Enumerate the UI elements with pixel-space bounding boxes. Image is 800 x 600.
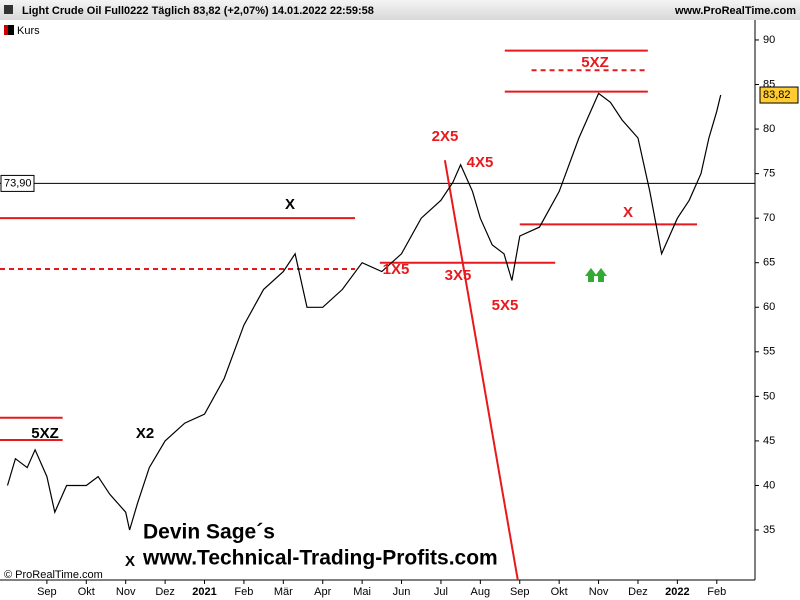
y-tick-label: 75	[763, 168, 775, 180]
y-tick-label: 60	[763, 301, 775, 313]
annotation: 4X5	[467, 154, 494, 171]
green-arrow	[595, 268, 607, 282]
x-tick-label: Feb	[707, 586, 726, 598]
x-tick-label: Nov	[589, 586, 609, 598]
annotation: 5XZ	[581, 54, 609, 71]
x-tick-label: Mär	[274, 586, 293, 598]
copyright: © ProRealTime.com	[4, 569, 103, 581]
x-tick-label: Apr	[314, 586, 331, 598]
last-price-label: 83,82	[763, 89, 791, 101]
watermark: www.Technical-Trading-Profits.com	[142, 547, 498, 570]
source: www.ProRealTime.com	[674, 5, 796, 17]
x-tick-label: Jun	[393, 586, 411, 598]
y-tick-label: 45	[763, 435, 775, 447]
annotation: 1X5	[383, 261, 410, 278]
x-tick-label: Okt	[78, 586, 95, 598]
x-tick-label: Feb	[234, 586, 253, 598]
last-price-box	[759, 86, 799, 104]
price-line	[6, 92, 722, 531]
annotation: X	[623, 204, 633, 221]
annotation: X	[285, 196, 295, 213]
y-tick-label: 65	[763, 257, 775, 269]
legend-swatch	[4, 25, 14, 35]
chart-title: Light Crude Oil Full0222 Täglich 83,82 (…	[22, 5, 374, 17]
trend-line	[443, 160, 519, 581]
x-tick-label: Okt	[551, 586, 568, 598]
x-tick-label: Dez	[155, 586, 175, 598]
green-arrow	[585, 268, 597, 282]
x-tick-label: Mai	[353, 586, 371, 598]
y-tick-label: 50	[763, 390, 775, 402]
annotation: 5XZ	[31, 425, 59, 442]
reference-label: 73,90	[4, 177, 32, 189]
x-tick-label: 2021	[192, 586, 216, 598]
x-tick-label: Sep	[37, 586, 57, 598]
legend-label: Kurs	[17, 25, 40, 37]
y-tick-label: 70	[763, 212, 775, 224]
y-tick-label: 40	[763, 479, 775, 491]
annotation: 5X5	[492, 297, 519, 314]
x-tick-label: Aug	[471, 586, 491, 598]
x-tick-label: 2022	[665, 586, 689, 598]
y-tick-label: 80	[763, 123, 775, 135]
header-bar	[0, 0, 800, 20]
x-tick-label: Sep	[510, 586, 530, 598]
x-tick-label: Nov	[116, 586, 136, 598]
reference-label-box	[0, 174, 35, 192]
header-icon	[4, 5, 13, 14]
annotation: X2	[136, 425, 154, 442]
y-tick-label: 55	[763, 346, 775, 358]
y-tick-label: 90	[763, 34, 775, 46]
legend-swatch-red	[4, 25, 8, 35]
watermark: Devin Sage´s	[143, 521, 275, 544]
annotation: 3X5	[445, 267, 472, 284]
arrows	[585, 268, 607, 282]
annotation: 2X5	[432, 128, 459, 145]
x-tick-label: Dez	[628, 586, 648, 598]
y-tick-label: 35	[763, 524, 775, 536]
annotation: X	[125, 553, 135, 570]
x-tick-label: Jul	[434, 586, 448, 598]
